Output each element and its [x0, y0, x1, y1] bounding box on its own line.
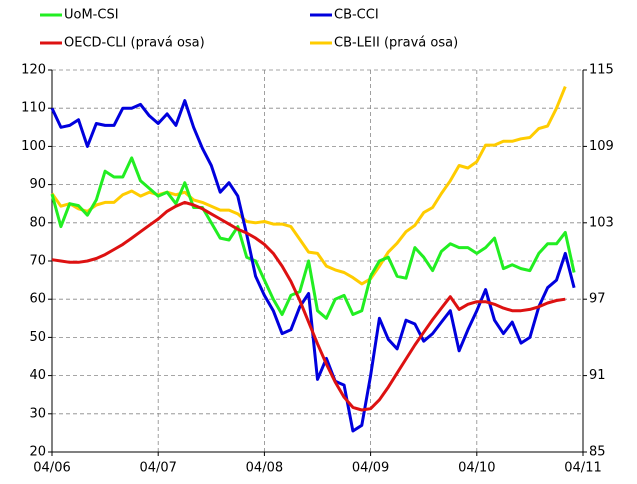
x-tick-label: 04/08: [246, 461, 283, 476]
legend-label: UoM-CSI: [64, 8, 119, 23]
series-line: [51, 200, 566, 412]
series-line: [50, 99, 576, 433]
y2-tick-label: 109: [589, 139, 614, 154]
y-tick-label: 60: [29, 292, 46, 307]
y2-tick-label: 85: [589, 445, 606, 460]
series-line: [50, 86, 567, 286]
y-tick-label: 80: [29, 215, 46, 230]
y2-tick-label: 115: [589, 63, 614, 78]
x-tick-label: 04/06: [33, 461, 70, 476]
x-tick-label: 04/07: [139, 461, 176, 476]
y2-tick-label: 97: [589, 292, 606, 307]
y-tick-label: 110: [21, 101, 46, 116]
y-tick-label: 30: [29, 406, 46, 421]
y2-tick-label: 91: [589, 368, 606, 383]
x-tick-label: 04/11: [564, 461, 601, 476]
y-tick-label: 100: [21, 139, 46, 154]
legend-label: CB-CCI: [334, 8, 379, 23]
y-tick-label: 40: [29, 368, 46, 383]
y-tick-label: 20: [29, 445, 46, 460]
legend-label: CB-LEII (pravá osa): [334, 36, 458, 51]
y-tick-label: 90: [29, 177, 46, 192]
legend-label: OECD-CLI (pravá osa): [64, 36, 205, 51]
y2-tick-label: 103: [589, 215, 614, 230]
x-tick-label: 04/09: [352, 461, 389, 476]
y-tick-label: 70: [29, 254, 46, 269]
y-tick-label: 50: [29, 330, 46, 345]
series-line: [50, 156, 576, 320]
y-tick-label: 120: [21, 63, 46, 78]
x-tick-label: 04/10: [458, 461, 495, 476]
